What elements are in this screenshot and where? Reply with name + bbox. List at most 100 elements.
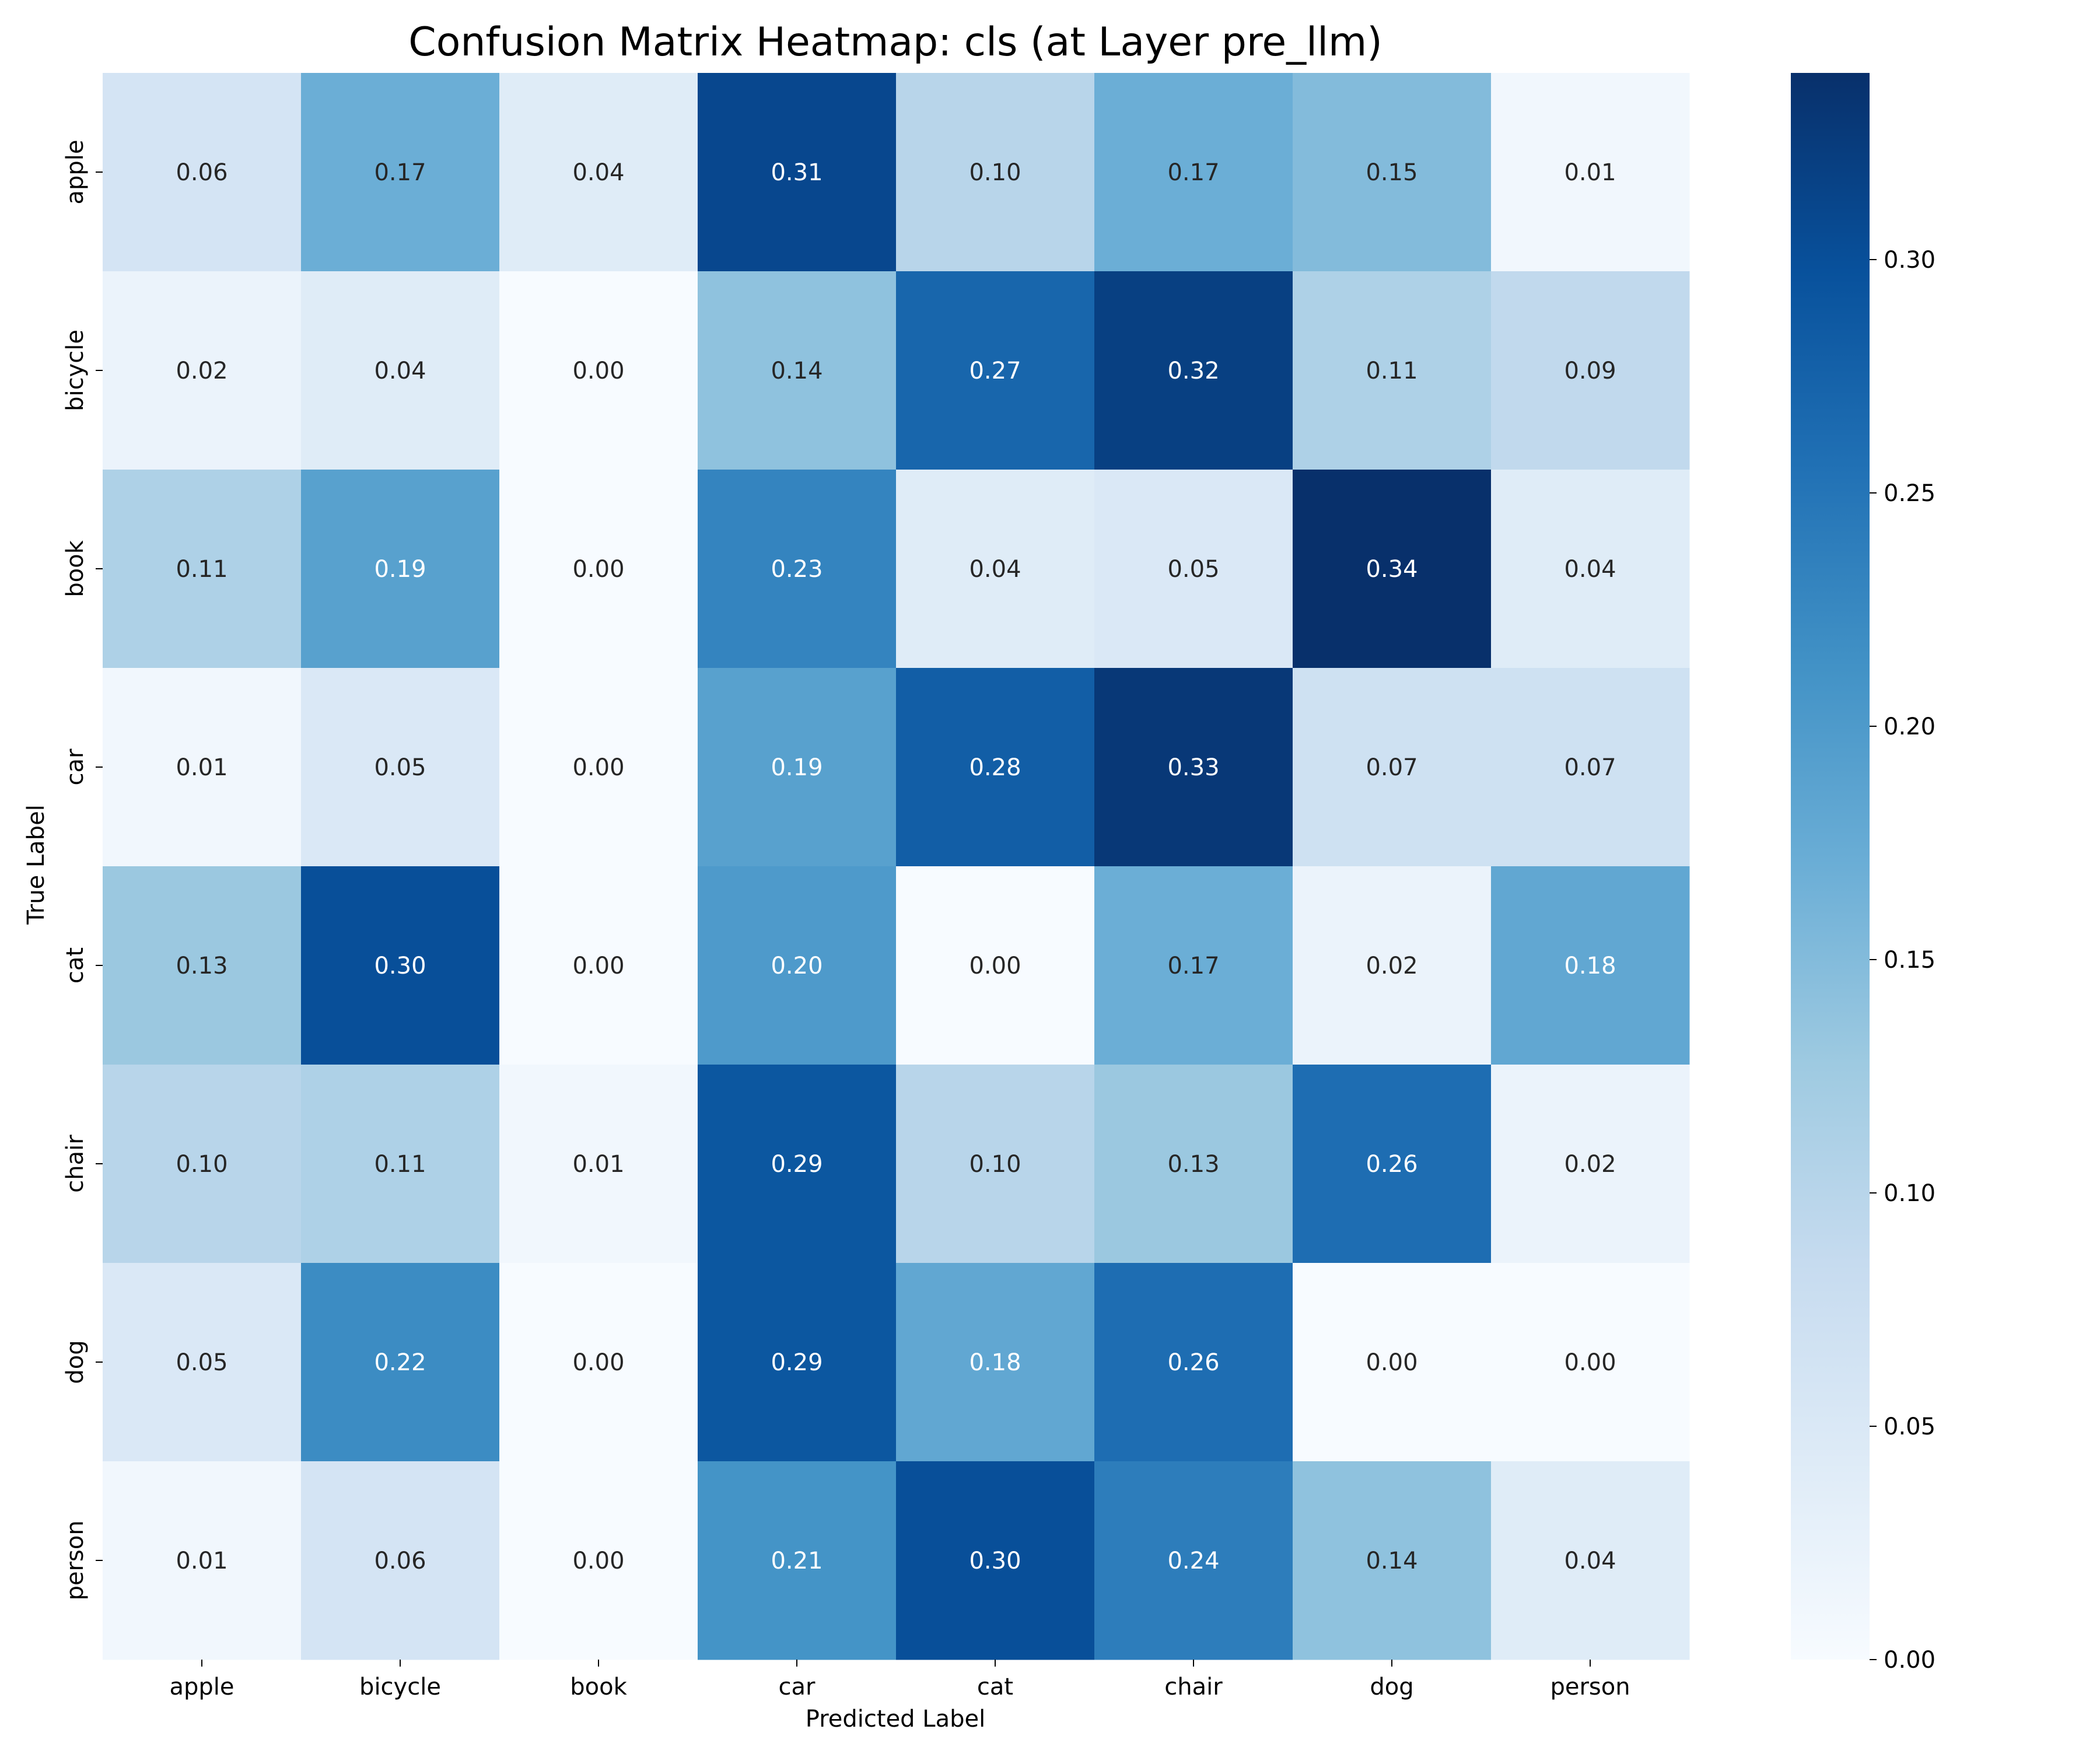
y-tick-label-book: book [62, 540, 89, 597]
cell-value-label: 0.14 [771, 358, 822, 384]
cell-value-label: 0.09 [1564, 358, 1616, 384]
heatmap-cell-chair-person [1491, 1065, 1690, 1264]
colorbar-tick-label: 0.20 [1884, 713, 1936, 740]
heatmap-cell-book-bicycle [301, 470, 500, 668]
cell-value-label: 0.00 [1366, 1349, 1418, 1376]
y-axis-label: True Label [23, 804, 50, 925]
heatmap-cell-dog-dog [1293, 1263, 1492, 1462]
heatmap-cell-bicycle-car [698, 271, 897, 470]
x-tick-label-dog: dog [1370, 1674, 1413, 1700]
cell-value-label: 0.02 [1564, 1151, 1616, 1178]
cell-value-label: 0.21 [771, 1548, 822, 1574]
colorbar-gradient [1791, 73, 1870, 1660]
y-tick-label-person: person [62, 1520, 89, 1600]
cell-value-label: 0.30 [969, 1548, 1021, 1574]
x-tick-label-cat: cat [977, 1674, 1013, 1700]
cell-value-label: 0.13 [1167, 1151, 1219, 1178]
heatmap-cell-car-person [1491, 668, 1690, 867]
heatmap-cell-chair-dog [1293, 1065, 1492, 1264]
heatmap-cell-car-book [499, 668, 698, 867]
y-tick-label-bicycle: bicycle [62, 330, 89, 411]
heatmap-cell-bicycle-dog [1293, 271, 1492, 470]
cell-value-label: 0.00 [572, 953, 624, 979]
heatmap-cell-person-cat [896, 1461, 1095, 1660]
y-tick-label-cat: cat [62, 947, 89, 984]
heatmap-cell-car-car [698, 668, 897, 867]
heatmap-cell-person-chair [1094, 1461, 1293, 1660]
cell-value-label: 0.19 [771, 754, 822, 781]
heatmap-cell-cat-cat [896, 866, 1095, 1065]
heatmap-cells [103, 73, 1690, 1660]
cell-value-label: 0.05 [374, 754, 426, 781]
y-tick-label-dog: dog [62, 1340, 89, 1384]
cell-value-label: 0.04 [1564, 1548, 1616, 1574]
heatmap-cell-person-apple [103, 1461, 302, 1660]
y-tick-label-chair: chair [62, 1135, 89, 1193]
cell-value-label: 0.20 [771, 953, 822, 979]
heatmap-cell-car-apple [103, 668, 302, 867]
cell-value-label: 0.07 [1564, 754, 1616, 781]
chart-title: Confusion Matrix Heatmap: cls (at Layer … [408, 19, 1382, 65]
cell-value-label: 0.26 [1167, 1349, 1219, 1376]
cell-value-label: 0.29 [771, 1349, 822, 1376]
heatmap-cell-book-car [698, 470, 897, 668]
heatmap-cell-apple-chair [1094, 73, 1293, 272]
heatmap-cell-bicycle-apple [103, 271, 302, 470]
cell-value-label: 0.19 [374, 556, 426, 583]
heatmap-cell-cat-apple [103, 866, 302, 1065]
heatmap-cell-car-chair [1094, 668, 1293, 867]
heatmap-cell-bicycle-cat [896, 271, 1095, 470]
cell-value-label: 0.17 [374, 159, 426, 186]
heatmap-cell-car-cat [896, 668, 1095, 867]
cell-value-label: 0.11 [374, 1151, 426, 1178]
cell-value-label: 0.04 [969, 556, 1021, 583]
heatmap-cell-person-book [499, 1461, 698, 1660]
cell-value-label: 0.23 [771, 556, 822, 583]
heatmap-cell-dog-chair [1094, 1263, 1293, 1462]
heatmap-cell-apple-person [1491, 73, 1690, 272]
cell-value-label: 0.00 [572, 1548, 624, 1574]
cell-value-label: 0.34 [1366, 556, 1418, 583]
heatmap-cell-book-dog [1293, 470, 1492, 668]
cell-value-label: 0.00 [572, 556, 624, 583]
heatmap-cell-chair-bicycle [301, 1065, 500, 1264]
cell-value-label: 0.17 [1167, 953, 1219, 979]
heatmap-cell-cat-person [1491, 866, 1690, 1065]
cell-value-label: 0.01 [572, 1151, 624, 1178]
x-axis-label: Predicted Label [806, 1706, 985, 1732]
colorbar-tick-label: 0.25 [1884, 480, 1936, 507]
heatmap-cell-apple-dog [1293, 73, 1492, 272]
cell-value-label: 0.31 [771, 159, 822, 186]
cell-value-label: 0.32 [1167, 358, 1219, 384]
cell-value-label: 0.13 [176, 953, 228, 979]
cell-value-label: 0.00 [969, 953, 1021, 979]
heatmap-cell-dog-cat [896, 1263, 1095, 1462]
x-tick-label-person: person [1550, 1674, 1630, 1700]
x-axis: apple bicycle book car cat chair dog person [169, 1660, 1630, 1700]
heatmap-cell-dog-person [1491, 1263, 1690, 1462]
heatmap-cell-cat-book [499, 866, 698, 1065]
colorbar-tick-label: 0.15 [1884, 947, 1936, 974]
cell-value-label: 0.11 [1366, 358, 1418, 384]
colorbar-tick-label: 0.10 [1884, 1180, 1936, 1207]
cell-value-label: 0.24 [1167, 1548, 1219, 1574]
heatmap-cell-person-bicycle [301, 1461, 500, 1660]
cell-value-label: 0.10 [969, 159, 1021, 186]
cell-value-label: 0.06 [374, 1548, 426, 1574]
heatmap-cell-book-chair [1094, 470, 1293, 668]
heatmap-cell-dog-book [499, 1263, 698, 1462]
cell-value-label: 0.18 [1564, 953, 1616, 979]
heatmap-cell-chair-apple [103, 1065, 302, 1264]
cell-value-label: 0.17 [1167, 159, 1219, 186]
cell-value-label: 0.11 [176, 556, 228, 583]
cell-value-label: 0.05 [176, 1349, 228, 1376]
heatmap-cell-dog-apple [103, 1263, 302, 1462]
cell-value-label: 0.01 [176, 754, 228, 781]
heatmap-cell-dog-car [698, 1263, 897, 1462]
heatmap-cell-car-bicycle [301, 668, 500, 867]
heatmap-cell-car-dog [1293, 668, 1492, 867]
cell-value-label: 0.30 [374, 953, 426, 979]
heatmap-cell-bicycle-bicycle [301, 271, 500, 470]
